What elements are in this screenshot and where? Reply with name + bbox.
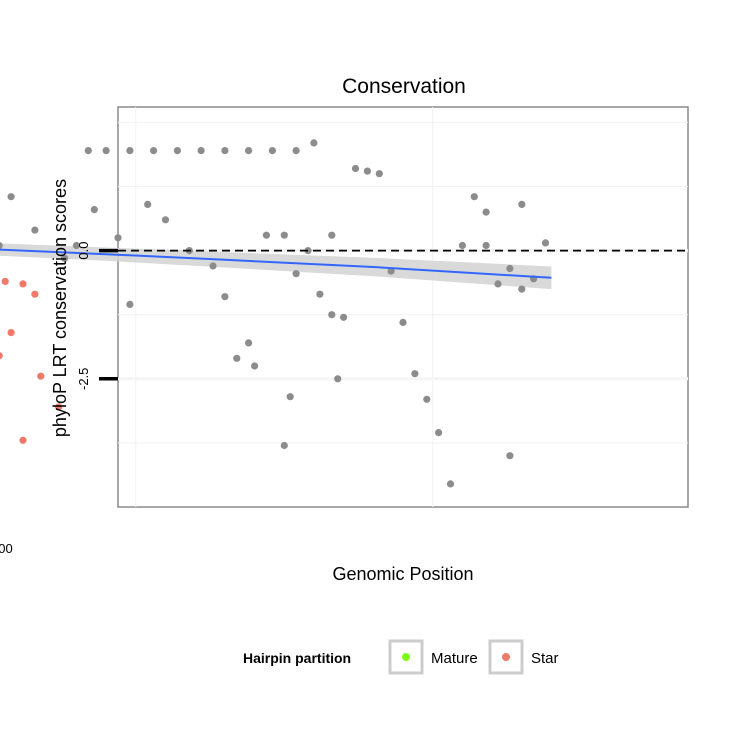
- legend-label-mature: Mature: [431, 650, 478, 667]
- data-point-background: [292, 147, 300, 155]
- data-point-background: [31, 226, 39, 234]
- data-point-background: [340, 313, 348, 321]
- data-point-background: [399, 318, 407, 326]
- chart-title: Conservation: [342, 75, 466, 98]
- data-point-background: [7, 193, 15, 201]
- data-point-star: [55, 403, 63, 411]
- data-point-background: [363, 167, 371, 175]
- data-point-background: [411, 370, 419, 378]
- data-point-background: [351, 164, 360, 173]
- plot-panel: [117, 106, 689, 508]
- data-point-background: [221, 293, 229, 301]
- y-axis-label: phyloP LRT conservation scores: [50, 179, 70, 437]
- data-point-background: [435, 429, 443, 437]
- data-point-background: [375, 170, 383, 178]
- data-point-background: [541, 239, 550, 247]
- legend: Hairpin partition Mature Star: [243, 639, 559, 675]
- data-point-star: [1, 277, 9, 285]
- data-point-background: [245, 147, 253, 155]
- data-point-background: [446, 480, 455, 488]
- smooth-trend-line: [0, 248, 552, 279]
- data-point-background: [328, 231, 336, 239]
- data-point-background: [262, 231, 270, 239]
- trend-line: [0, 248, 552, 279]
- data-point-background: [494, 280, 502, 288]
- data-point-star: [37, 372, 45, 380]
- data-point-background: [61, 254, 69, 262]
- data-point-background: [470, 193, 478, 201]
- data-point-background: [126, 147, 134, 155]
- data-point-background: [280, 441, 288, 450]
- y-tick-label: -2.5: [76, 368, 91, 390]
- data-point-background: [334, 375, 342, 383]
- data-point-background: [144, 200, 152, 208]
- data-point-background: [292, 270, 300, 278]
- data-point-background: [518, 285, 526, 293]
- data-point-background: [328, 311, 336, 319]
- data-point-background: [286, 393, 294, 401]
- data-point-background: [209, 262, 217, 270]
- data-point-background: [506, 452, 514, 460]
- data-point-star: [19, 280, 27, 288]
- legend-item-mature: Mature: [388, 639, 478, 675]
- data-point-background: [280, 231, 288, 239]
- data-point-background: [316, 290, 324, 298]
- data-point-background: [518, 200, 526, 208]
- data-point-background: [482, 241, 490, 250]
- data-point-background: [310, 139, 318, 147]
- data-point-background: [506, 264, 514, 273]
- data-point-star: [19, 436, 27, 444]
- data-point-background: [197, 147, 205, 155]
- data-point-background: [387, 267, 395, 275]
- data-point-background: [0, 241, 3, 250]
- legend-swatch-star: [502, 653, 510, 661]
- data-point-background: [126, 300, 134, 308]
- legend-title: Hairpin partition: [243, 650, 351, 666]
- data-point-background: [173, 147, 181, 155]
- data-point-background: [233, 354, 241, 362]
- data-point-background: [161, 216, 170, 224]
- legend-swatch-mature: [402, 653, 410, 661]
- data-point-background: [268, 147, 276, 155]
- data-point-star: [0, 352, 3, 360]
- data-point-background: [84, 147, 92, 155]
- axes: 49666004966500496640049663000.0-2.5: [0, 242, 118, 556]
- data-point-background: [90, 206, 98, 214]
- data-point-background: [245, 339, 253, 347]
- legend-label-star: Star: [531, 650, 559, 667]
- legend-item-star: Star: [488, 639, 559, 675]
- x-axis-label: Genomic Position: [332, 564, 473, 584]
- data-point-star: [7, 329, 15, 337]
- x-tick-label: 4966300: [0, 541, 13, 556]
- y-tick-label: 0.0: [76, 242, 91, 260]
- data-point-background: [102, 147, 110, 155]
- data-point-background: [150, 147, 158, 155]
- data-point-background: [423, 395, 431, 403]
- data-point-background: [482, 208, 490, 216]
- data-point-background: [251, 362, 259, 370]
- data-point-background: [458, 241, 466, 250]
- data-point-star: [31, 290, 39, 298]
- data-point-background: [221, 147, 229, 155]
- data-points: [0, 139, 550, 488]
- data-point-background: [114, 234, 122, 242]
- data-point-background: [72, 241, 80, 250]
